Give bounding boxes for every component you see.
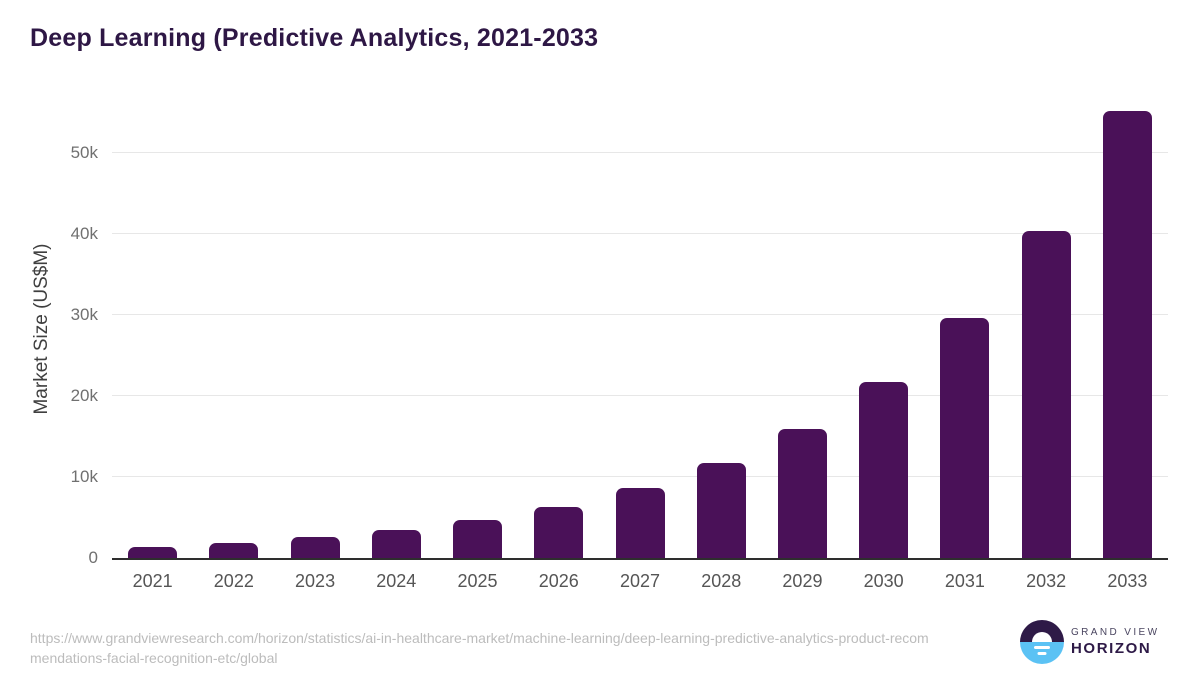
source-url: https://www.grandviewresearch.com/horizo… — [30, 630, 929, 666]
y-tick-label: 20k — [70, 386, 98, 406]
brand-logo[interactable]: GRAND VIEW HORIZON — [1020, 620, 1159, 664]
x-tick-label: 2025 — [457, 571, 498, 591]
logo-horizon-label: HORIZON — [1071, 640, 1152, 657]
x-tick-label: 2031 — [944, 571, 985, 591]
x-tick-label: 2030 — [863, 571, 904, 591]
y-tick-label: 10k — [70, 467, 98, 487]
bar-2029[interactable] — [777, 429, 827, 558]
x-tick-label: 2026 — [538, 571, 579, 591]
gridline — [112, 476, 1168, 478]
bar-2030[interactable] — [859, 382, 909, 558]
x-tick-label: 2027 — [619, 571, 660, 591]
sun-icon — [1032, 632, 1052, 642]
bar-2027[interactable] — [615, 488, 665, 558]
plot-area — [112, 100, 1168, 560]
x-tick-label: 2032 — [1026, 571, 1067, 591]
bar-2032[interactable] — [1021, 231, 1071, 558]
x-tick-label: 2022 — [213, 571, 254, 591]
bar-2021[interactable] — [128, 547, 178, 558]
x-tick-label: 2029 — [782, 571, 823, 591]
gridline — [112, 395, 1168, 397]
logo-grand-view-label: GRAND VIEW — [1071, 627, 1160, 638]
x-tick-label: 2033 — [1107, 571, 1148, 591]
bar-2022[interactable] — [209, 542, 259, 558]
bar-2023[interactable] — [290, 536, 340, 558]
horizon-sunrise-icon — [1020, 620, 1064, 664]
x-tick-label: 2021 — [132, 571, 173, 591]
gridline — [112, 233, 1168, 235]
y-tick-label: 30k — [70, 305, 98, 325]
y-tick-label: 0 — [88, 548, 98, 567]
x-tick-label: 2023 — [295, 571, 336, 591]
y-tick-label: 50k — [70, 143, 98, 163]
x-tick-label: 2028 — [701, 571, 742, 591]
gridline — [112, 152, 1168, 154]
bar-2028[interactable] — [696, 463, 746, 558]
sun-reflection-bar — [1037, 652, 1047, 655]
bar-2024[interactable] — [371, 529, 421, 558]
x-tick-label: 2024 — [376, 571, 417, 591]
y-tick-label: 40k — [70, 224, 98, 244]
logo-text: GRAND VIEW HORIZON — [1071, 627, 1159, 657]
bar-2025[interactable] — [453, 519, 503, 558]
bar-2033[interactable] — [1102, 111, 1152, 558]
bar-2026[interactable] — [534, 506, 584, 558]
chart-title: Deep Learning (Predictive Analytics, 202… — [30, 24, 599, 52]
sun-reflection-bar — [1034, 646, 1050, 649]
gridline — [112, 314, 1168, 316]
bar-2031[interactable] — [940, 318, 990, 558]
